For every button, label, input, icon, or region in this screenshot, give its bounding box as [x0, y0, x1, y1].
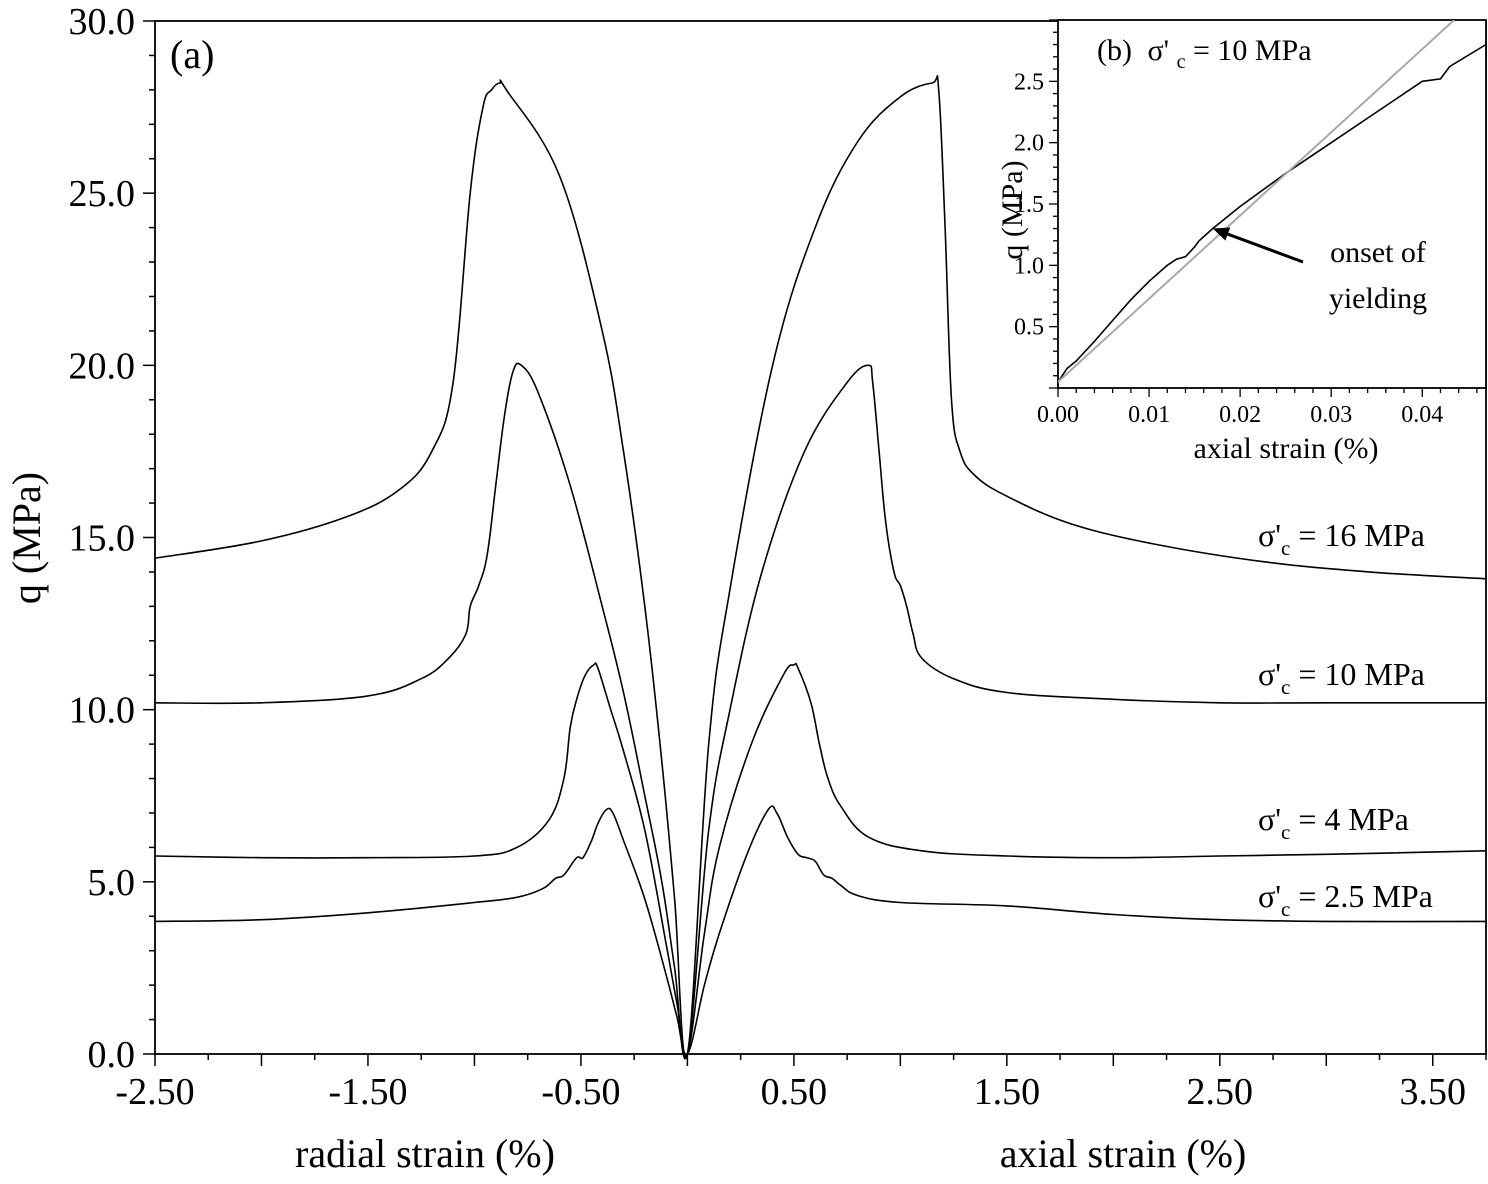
- series-line-1: [154, 362, 1487, 1060]
- inset-panel-label: (b): [1097, 34, 1132, 67]
- x-tick-label: 1.50: [974, 1071, 1041, 1113]
- series-line-2: [154, 662, 1487, 1057]
- y-tick-label: 25.0: [69, 173, 136, 215]
- x-tick-label: -2.50: [115, 1071, 194, 1113]
- inset-x-tick-label: 0.01: [1128, 402, 1170, 428]
- x-tick-label: -1.50: [328, 1071, 407, 1113]
- inset-x-axis-title: axial strain (%): [1194, 432, 1379, 465]
- x-tick-label: 0.50: [761, 1071, 828, 1113]
- inset-series-line-0: [1058, 43, 1486, 383]
- x-tick-label: -0.50: [541, 1071, 620, 1113]
- y-tick-label: 15.0: [69, 518, 136, 560]
- inset-x-tick-label: 0.02: [1219, 402, 1261, 428]
- series-line-0: [154, 75, 1487, 1059]
- inset-y-tick-label: 2.0: [1014, 131, 1044, 157]
- inset-title-rest: = 10 MPa: [1193, 34, 1312, 67]
- series-label-3: σ'c = 2.5 MPa: [1258, 878, 1433, 921]
- series-label-2: σ'c = 4 MPa: [1258, 801, 1409, 844]
- main-curves: [154, 75, 1487, 1060]
- y-axis-title: q (MPa): [4, 472, 49, 604]
- inset-axes: 0.00 0.01 0.02 0.03 0.04 0.5 1.0 1.5 2.0 2.5: [1014, 19, 1487, 428]
- main-axes: -2.50 -1.50 -0.50 0.50 1.50 2.50 3.50 0.0 5.0 10.…: [69, 1, 1487, 1113]
- inset-y-axis-title: q (MPa): [996, 160, 1029, 259]
- y-tick-label: 20.0: [69, 345, 136, 387]
- arrow-head: [1212, 227, 1231, 241]
- y-tick-label: 10.0: [69, 690, 136, 732]
- inset-y-tick-label: 2.5: [1014, 69, 1044, 95]
- inset-y-tick-label: 1.0: [1014, 253, 1044, 279]
- inset-title: (b) σ' c = 10 MPa: [1097, 34, 1312, 75]
- panel-label-a: (a): [170, 32, 214, 77]
- annotation-line-1: onset of: [1330, 236, 1426, 269]
- annotation-arrow: [1212, 227, 1304, 264]
- main-panel: -2.50 -1.50 -0.50 0.50 1.50 2.50 3.50 0.0 5.0 10.…: [4, 1, 1487, 1176]
- series-label-1: σ'c = 10 MPa: [1258, 656, 1425, 699]
- series-label-0: σ'c = 16 MPa: [1258, 517, 1425, 560]
- series-labels: σ'c = 16 MPa σ'c = 10 MPa σ'c = 4 MPa σ'c =…: [1258, 517, 1433, 921]
- arrow-shaft: [1220, 230, 1304, 264]
- x-tick-label: 3.50: [1400, 1071, 1467, 1113]
- inset-x-tick-label: 0.04: [1401, 402, 1443, 428]
- y-tick-label: 0.0: [88, 1034, 136, 1076]
- y-tick-label: 30.0: [69, 1, 136, 43]
- series-line-3: [154, 805, 1487, 1056]
- inset-title-sub: c: [1177, 51, 1186, 73]
- inset-x-tick-label: 0.03: [1310, 402, 1352, 428]
- inset-y-tick-label: 0.5: [1014, 315, 1044, 341]
- x-axis-title-radial: radial strain (%): [295, 1131, 555, 1176]
- x-axis-title-axial: axial strain (%): [1000, 1131, 1247, 1176]
- inset-panel: 0.00 0.01 0.02 0.03 0.04 0.5 1.0 1.5 2.0 2.5 (b) …: [996, 19, 1487, 465]
- y-tick-label: 5.0: [88, 862, 136, 904]
- inset-title-sigma: σ': [1147, 34, 1169, 67]
- inset-x-tick-label: 0.00: [1037, 402, 1079, 428]
- inset-curves: [1058, 20, 1486, 383]
- annotation-line-2: yielding: [1329, 282, 1427, 315]
- inset-y-tick-label: 1.5: [1014, 192, 1044, 218]
- inset-series-line-1: [1058, 20, 1455, 383]
- x-tick-label: 2.50: [1187, 1071, 1254, 1113]
